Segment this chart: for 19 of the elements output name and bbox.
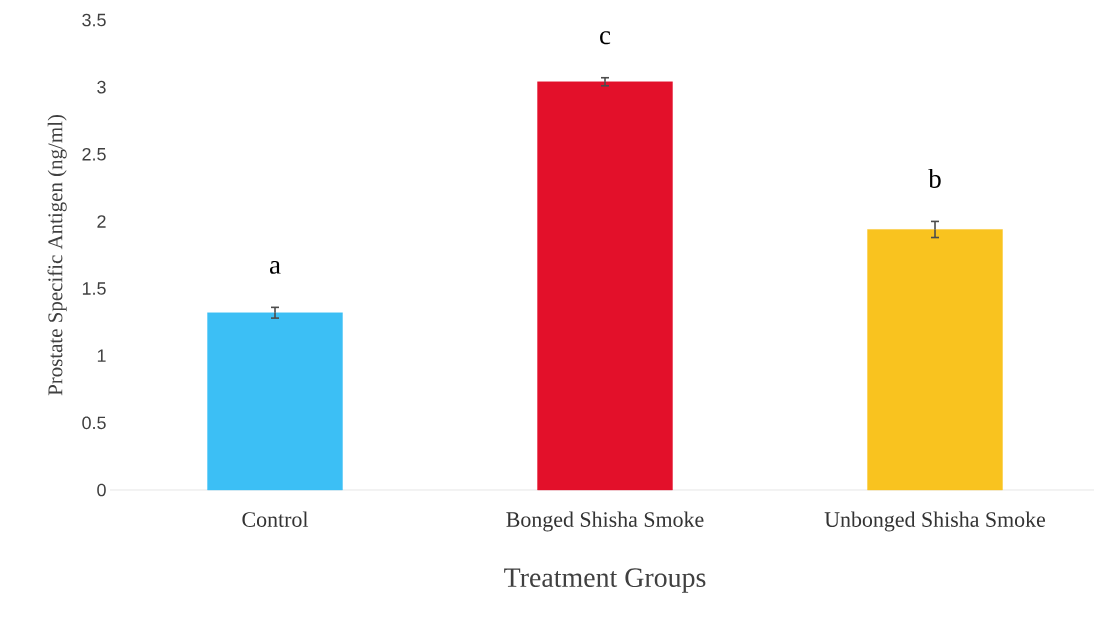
y-tick-label: 3 [97, 80, 106, 94]
y-tick-label: 1 [97, 349, 106, 362]
y-tick-label: 0 [97, 483, 106, 497]
bar [207, 312, 343, 491]
bar [867, 229, 1003, 491]
y-tick-label: 2.5 [82, 147, 106, 161]
annotation: c [600, 31, 611, 45]
y-tick-label: 1.5 [82, 282, 106, 295]
y-tick-label: 3.5 [82, 13, 106, 27]
x-tick-label: Bonged Shisha Smoke [506, 511, 704, 532]
y-axis-title: Prostate Specific Antigen (ng/ml) [47, 114, 67, 396]
x-axis-title: Treatment Groups [504, 568, 706, 593]
y-tick-label: 2 [97, 215, 106, 228]
annotation: a [269, 260, 281, 274]
y-tick-label: 0.5 [82, 416, 106, 430]
x-tick-label: Control [242, 511, 309, 527]
x-tick-label: Unbonged Shisha Smoke [824, 511, 1046, 532]
bar [537, 81, 673, 491]
annotation: b [928, 168, 941, 188]
